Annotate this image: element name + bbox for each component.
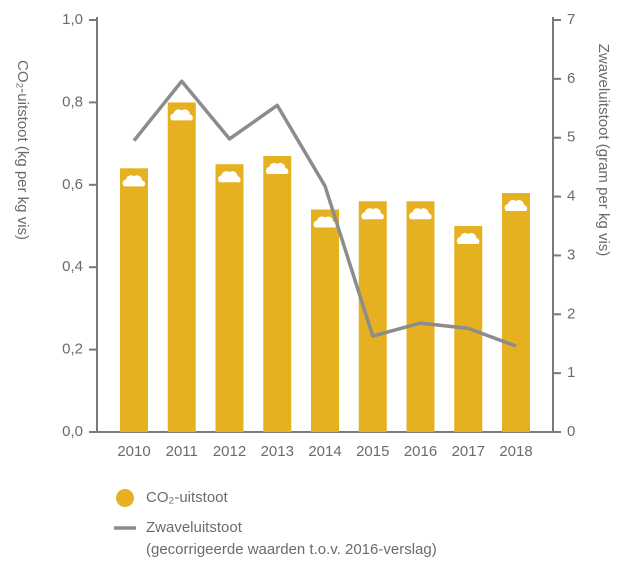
x-tick-label: 2013	[261, 443, 294, 460]
x-tick-label: 2014	[308, 443, 341, 460]
y2-tick-label: 7	[567, 11, 575, 28]
cloud-icon	[313, 216, 337, 228]
cloud-icon	[218, 171, 241, 183]
legend-label: CO₂-uitstoot	[146, 489, 229, 506]
x-tick-label: 2016	[404, 443, 437, 460]
y-tick-label: 1,0	[62, 11, 83, 28]
y2-tick-label: 4	[567, 188, 575, 205]
bar	[263, 155, 292, 432]
cloud-icon	[170, 109, 193, 121]
y2-tick-label: 1	[567, 364, 575, 381]
y2-tick-label: 6	[567, 70, 575, 87]
legend-note: (gecorrigeerde waarden t.o.v. 2016-versl…	[146, 541, 437, 558]
y2-tick-label: 3	[567, 246, 575, 263]
cloud-icon	[265, 162, 289, 174]
x-tick-label: 2010	[117, 443, 150, 460]
y2-tick-label: 5	[567, 129, 575, 146]
y-axis-label: CO₂-uitstoot (kg per kg vis)	[14, 60, 31, 240]
bar	[311, 209, 339, 432]
y-tick-label: 0,8	[62, 93, 83, 110]
y-tick-label: 0,0	[62, 423, 83, 440]
bar	[358, 201, 387, 432]
legend-label: Zwaveluitstoot	[146, 519, 243, 536]
y2-tick-label: 2	[567, 305, 575, 322]
y-tick-label: 0,2	[62, 341, 83, 358]
x-tick-label: 2011	[166, 443, 198, 460]
bar	[167, 102, 196, 433]
cloud-icon	[409, 208, 432, 220]
bar	[120, 168, 148, 432]
y-tick-label: 0,4	[62, 258, 83, 275]
x-tick-label: 2017	[452, 443, 485, 460]
bar	[215, 164, 244, 432]
cloud-icon	[361, 208, 384, 220]
cloud-icon	[122, 175, 146, 187]
y2-tick-label: 0	[567, 423, 575, 440]
x-tick-label: 2012	[213, 443, 246, 460]
x-tick-label: 2015	[356, 443, 389, 460]
y2-axis-label: Zwaveluitstoot (gram per kg vis)	[595, 44, 612, 257]
legend-swatch	[116, 489, 134, 507]
bar	[406, 201, 435, 432]
cloud-icon	[456, 232, 480, 244]
bar	[502, 193, 530, 432]
cloud-icon	[504, 199, 528, 212]
line	[132, 79, 517, 348]
y-tick-label: 0,6	[62, 176, 83, 193]
x-tick-label: 2018	[499, 443, 532, 460]
